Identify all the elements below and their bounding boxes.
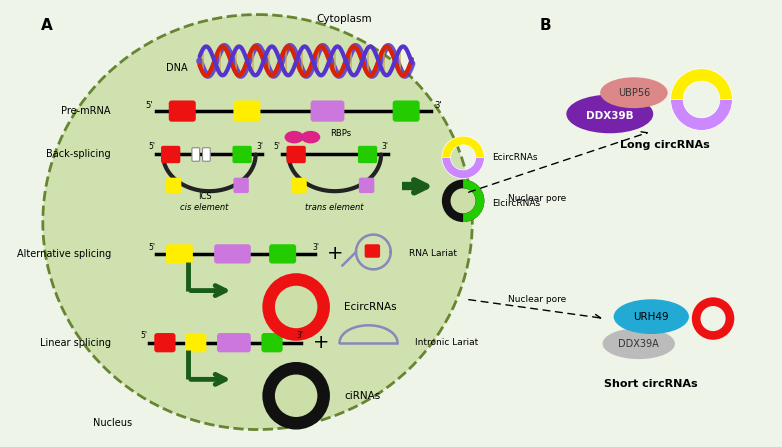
Text: Nucleus: Nucleus — [93, 418, 132, 428]
Circle shape — [275, 286, 317, 328]
Circle shape — [692, 297, 734, 340]
Circle shape — [450, 188, 475, 213]
Text: +: + — [313, 333, 329, 352]
Ellipse shape — [566, 95, 653, 133]
Ellipse shape — [43, 15, 472, 430]
Ellipse shape — [603, 328, 675, 359]
FancyBboxPatch shape — [161, 146, 181, 163]
Text: A: A — [41, 18, 53, 33]
Text: EIcircRNAs: EIcircRNAs — [492, 199, 540, 208]
Wedge shape — [671, 100, 733, 131]
Text: 3': 3' — [256, 142, 263, 151]
FancyBboxPatch shape — [185, 333, 206, 352]
FancyBboxPatch shape — [233, 177, 249, 193]
Text: DDX39B: DDX39B — [586, 111, 633, 121]
Circle shape — [263, 362, 330, 430]
Circle shape — [263, 273, 330, 341]
Text: EcircRNAs: EcircRNAs — [492, 153, 537, 162]
Text: Pre-mRNA: Pre-mRNA — [61, 106, 111, 116]
Ellipse shape — [285, 131, 304, 143]
Text: Linear splicing: Linear splicing — [40, 337, 111, 348]
FancyBboxPatch shape — [192, 148, 199, 161]
FancyBboxPatch shape — [166, 244, 193, 264]
Text: 5': 5' — [148, 243, 155, 252]
Text: Long circRNAs: Long circRNAs — [620, 140, 710, 150]
FancyBboxPatch shape — [233, 101, 260, 122]
Text: DDX39A: DDX39A — [619, 339, 659, 349]
FancyBboxPatch shape — [203, 148, 210, 161]
Text: RBPs: RBPs — [330, 129, 351, 138]
Text: trans element: trans element — [306, 203, 364, 212]
Text: ciRNAs: ciRNAs — [344, 391, 381, 401]
Text: Nuclear pore: Nuclear pore — [508, 295, 567, 304]
Text: 5': 5' — [274, 142, 280, 151]
FancyBboxPatch shape — [166, 177, 181, 193]
Text: 3': 3' — [382, 142, 389, 151]
FancyBboxPatch shape — [286, 146, 306, 163]
Circle shape — [442, 180, 484, 222]
FancyBboxPatch shape — [269, 244, 296, 264]
Text: cis element: cis element — [181, 203, 228, 212]
Text: Nuclear pore: Nuclear pore — [508, 194, 567, 203]
Circle shape — [275, 375, 317, 417]
Text: EcircRNAs: EcircRNAs — [344, 302, 397, 312]
Ellipse shape — [301, 131, 321, 143]
FancyBboxPatch shape — [217, 333, 251, 352]
Text: 3': 3' — [296, 331, 303, 341]
Text: DNA: DNA — [167, 63, 188, 73]
FancyBboxPatch shape — [364, 244, 380, 258]
Text: ICS: ICS — [199, 193, 212, 202]
Text: Intronic Lariat: Intronic Lariat — [414, 338, 478, 347]
Text: URH49: URH49 — [633, 312, 669, 322]
Wedge shape — [671, 68, 733, 100]
Circle shape — [701, 306, 726, 331]
Text: 3': 3' — [312, 243, 319, 252]
Wedge shape — [442, 157, 484, 179]
Ellipse shape — [614, 299, 689, 334]
FancyBboxPatch shape — [310, 101, 344, 122]
Text: Back-splicing: Back-splicing — [46, 149, 111, 160]
FancyBboxPatch shape — [261, 333, 282, 352]
FancyBboxPatch shape — [393, 101, 420, 122]
Text: +: + — [327, 245, 343, 263]
Text: Cytoplasm: Cytoplasm — [317, 14, 372, 25]
Text: Alternative splicing: Alternative splicing — [16, 249, 111, 259]
Text: 5': 5' — [140, 331, 147, 341]
Text: 5': 5' — [148, 142, 155, 151]
FancyBboxPatch shape — [292, 177, 307, 193]
Text: UBP56: UBP56 — [618, 88, 650, 98]
Text: 5': 5' — [145, 101, 153, 110]
Ellipse shape — [600, 77, 668, 108]
Text: 3': 3' — [434, 101, 442, 110]
Text: Short circRNAs: Short circRNAs — [604, 379, 698, 389]
FancyBboxPatch shape — [214, 244, 251, 264]
FancyBboxPatch shape — [358, 146, 377, 163]
Text: B: B — [540, 18, 551, 33]
FancyBboxPatch shape — [359, 177, 375, 193]
FancyBboxPatch shape — [154, 333, 175, 352]
Wedge shape — [442, 136, 484, 157]
Wedge shape — [463, 180, 484, 222]
Text: RNA Lariat: RNA Lariat — [409, 249, 457, 258]
FancyBboxPatch shape — [169, 101, 196, 122]
FancyBboxPatch shape — [232, 146, 252, 163]
